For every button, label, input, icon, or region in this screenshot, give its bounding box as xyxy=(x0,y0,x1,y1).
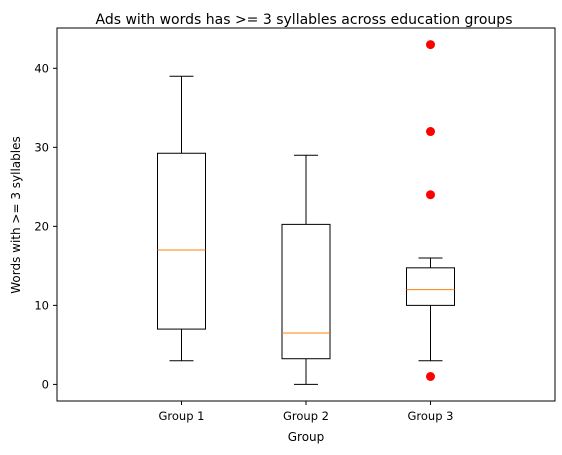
y-tick-label: 40 xyxy=(34,61,49,75)
chart-title: Ads with words has >= 3 syllables across… xyxy=(95,12,512,28)
x-axis: Group 1 Group 2 Group 3 xyxy=(159,401,454,423)
y-tick-label: 10 xyxy=(34,298,49,312)
y-axis: 0 10 20 30 40 xyxy=(34,61,57,391)
outlier-point xyxy=(426,40,435,50)
box-iqr xyxy=(406,267,455,306)
outlier-point xyxy=(426,372,435,382)
y-axis-label: Words with >= 3 syllables xyxy=(9,136,23,294)
y-tick-label: 20 xyxy=(34,219,49,233)
boxes-layer xyxy=(157,40,455,385)
x-tick-label: Group 3 xyxy=(408,409,454,423)
box-iqr xyxy=(281,223,331,360)
box-group-1 xyxy=(157,75,206,362)
x-tick-label: Group 2 xyxy=(283,409,329,423)
x-axis-label: Group xyxy=(288,430,325,444)
outlier-point xyxy=(426,190,435,200)
box-group-3 xyxy=(406,40,455,382)
box-group-2 xyxy=(281,154,331,385)
y-tick-label: 0 xyxy=(42,377,49,391)
outlier-point xyxy=(426,127,435,137)
box-iqr xyxy=(157,152,206,330)
x-tick-label: Group 1 xyxy=(159,409,205,423)
y-tick-label: 30 xyxy=(34,140,49,154)
